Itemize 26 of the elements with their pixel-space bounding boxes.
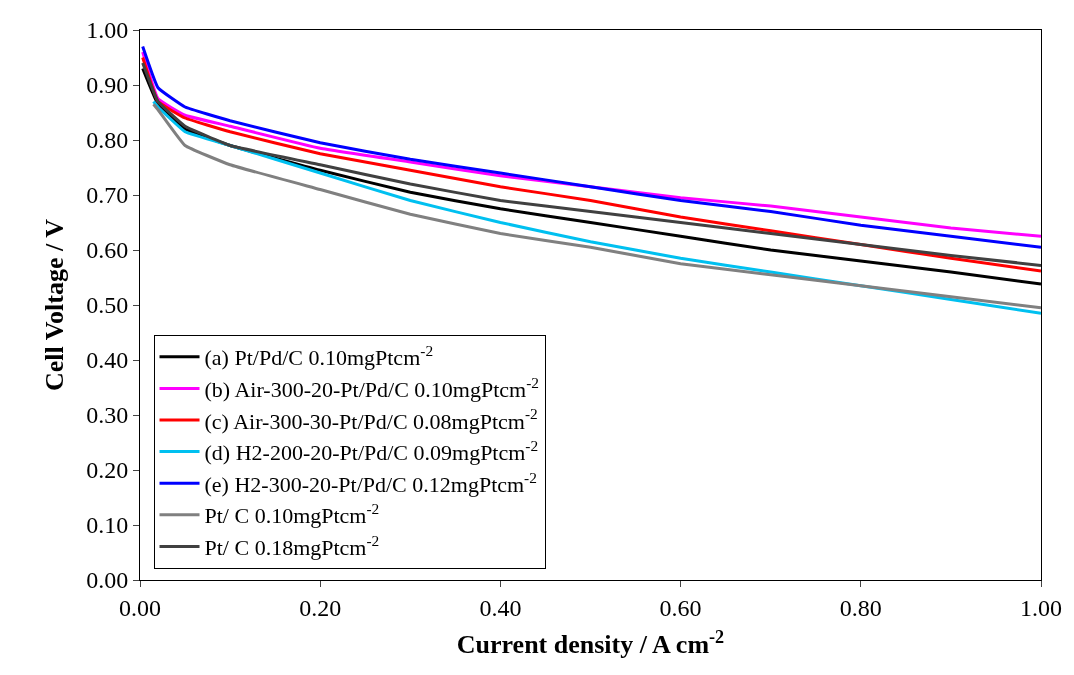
x-tick-label: 0.60	[659, 594, 702, 621]
legend-label: Pt/ C 0.18mgPtcm$^{-2}$	[204, 531, 380, 560]
legend-label: (d) H2-200-20-Pt/Pd/C 0.09mgPtcm$^{-2}$	[204, 436, 539, 466]
legend-label: (a) Pt/Pd/C 0.10mgPtcm$^{-2}$	[204, 342, 434, 371]
y-tick-label: 0.70	[86, 182, 129, 209]
y-tick-label: 0.60	[86, 237, 129, 264]
y-axis-title: Cell Voltage / V	[39, 218, 69, 392]
x-axis-title: Current density / A cm$^{-2}$	[456, 626, 725, 660]
y-tick-label: 0.10	[86, 512, 129, 539]
y-tick-label: 0.50	[86, 292, 129, 319]
x-tick-label: 0.40	[479, 594, 522, 621]
y-tick-label: 0.20	[86, 457, 129, 484]
x-tick-label: 0.20	[299, 594, 342, 621]
y-tick-label: 1.00	[86, 17, 129, 44]
legend-label: Pt/ C 0.10mgPtcm$^{-2}$	[204, 500, 380, 529]
y-tick-label: 0.90	[86, 72, 129, 99]
legend-label: (c) Air-300-30-Pt/Pd/C 0.08mgPtcm$^{-2}$	[204, 405, 538, 434]
legend-label: (e) H2-300-20-Pt/Pd/C 0.12mgPtcm$^{-2}$	[204, 468, 537, 497]
y-tick-label: 0.80	[86, 127, 129, 154]
y-tick-label: 0.00	[86, 567, 129, 594]
y-tick-label: 0.30	[86, 402, 129, 429]
x-tick-label: 0.00	[119, 594, 161, 621]
x-tick-label: 0.80	[839, 594, 882, 621]
y-tick-label: 0.40	[86, 347, 129, 374]
x-tick-label: 1.00	[1020, 594, 1062, 621]
legend-label: (b) Air-300-20-Pt/Pd/C 0.10mgPtcm$^{-2}$	[204, 373, 539, 402]
